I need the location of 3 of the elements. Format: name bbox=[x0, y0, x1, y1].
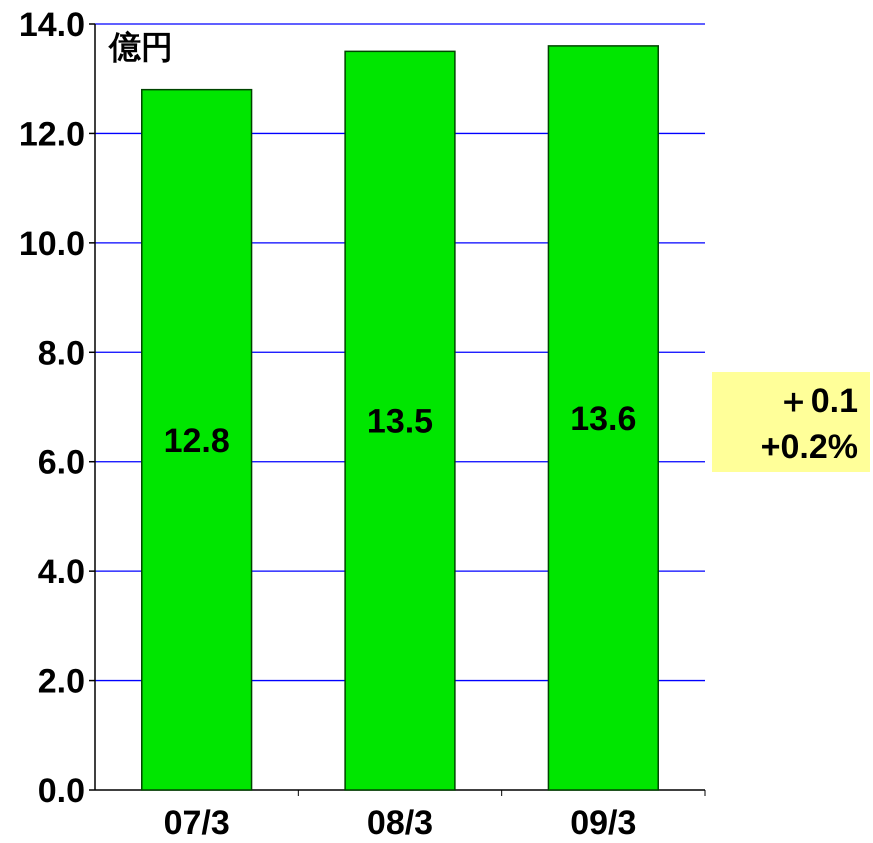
annotation: ＋0.1 bbox=[776, 382, 858, 420]
ylabel: 億円 bbox=[109, 29, 173, 65]
annotation: +0.2% bbox=[760, 428, 858, 466]
